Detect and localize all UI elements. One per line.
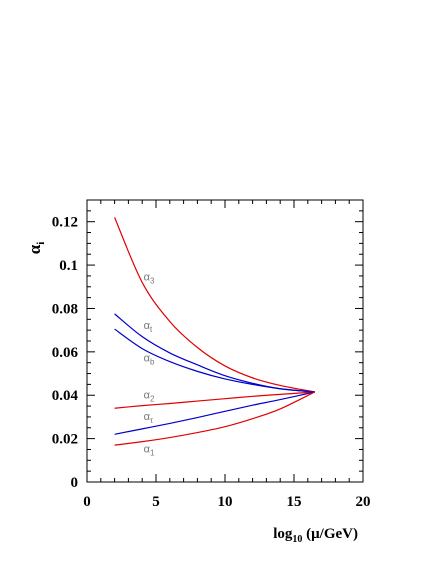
curve-labels: α3 αt αb α2 ατ α1 bbox=[144, 271, 155, 457]
axis-ticks: 0 5 10 15 20 0 0.02 0.04 0.06 0.08 0.1 0.12 bbox=[52, 199, 371, 510]
curve-alpha-τ bbox=[114, 391, 315, 435]
curve-alpha-1 bbox=[114, 391, 315, 446]
y-tick-label: 0.12 bbox=[52, 215, 78, 231]
plot-frame bbox=[86, 199, 364, 483]
curve-label-alpha-2: α2 bbox=[144, 389, 155, 403]
y-tick-label: 0.02 bbox=[52, 432, 78, 448]
x-tick-label: 5 bbox=[152, 494, 160, 510]
curve-label-alpha-b: αb bbox=[144, 353, 155, 367]
curve-label-alpha-t: αt bbox=[144, 320, 153, 334]
y-axis-title-symbol: α bbox=[25, 244, 44, 254]
x-tick-label: 15 bbox=[287, 494, 302, 510]
y-axis-title: αi bbox=[25, 242, 47, 255]
curve-label-alpha-1: α1 bbox=[144, 444, 155, 458]
x-tick-label: 0 bbox=[83, 494, 91, 510]
x-tick-label: 10 bbox=[218, 494, 233, 510]
curve-label-alpha-τ: ατ bbox=[144, 411, 154, 425]
x-axis-title: log10 (μ/GeV) bbox=[273, 526, 358, 545]
x-tick-label: 20 bbox=[356, 494, 371, 510]
curve-alpha-3 bbox=[114, 217, 315, 393]
y-tick-label: 0.08 bbox=[52, 301, 78, 317]
y-axis-title-sub: i bbox=[35, 242, 47, 245]
svg-text:αi: αi bbox=[25, 242, 47, 255]
curves bbox=[114, 217, 315, 446]
y-tick-label: 0.04 bbox=[52, 388, 79, 404]
y-tick-label: 0.06 bbox=[52, 345, 79, 361]
curve-alpha-2 bbox=[114, 391, 315, 409]
y-tick-label: 0 bbox=[71, 475, 79, 491]
curve-alpha-b bbox=[114, 328, 315, 393]
curve-label-alpha-3: α3 bbox=[144, 271, 155, 285]
y-tick-label: 0.1 bbox=[59, 258, 78, 274]
